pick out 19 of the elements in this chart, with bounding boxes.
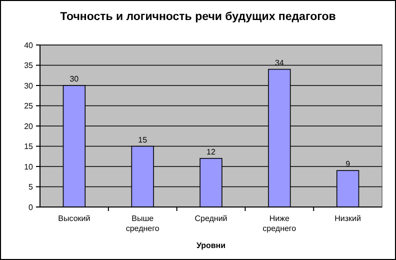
data-label: 12 <box>206 147 216 156</box>
x-tick-label: Выше среднего <box>126 214 160 233</box>
y-tick-label: 0 <box>28 202 34 212</box>
x-tick-label: Высокий <box>58 214 90 223</box>
chart-title: Точность и логичность речи будущих педагогов <box>60 11 336 23</box>
x-tick-label: Ниже среднего <box>262 214 297 233</box>
data-label: 30 <box>70 74 80 84</box>
y-tick-label: 10 <box>24 162 34 172</box>
y-tick-label: 5 <box>28 182 34 192</box>
y-tick-label: 35 <box>24 61 34 70</box>
y-tick-label: 40 <box>24 40 34 50</box>
y-tick-label: 15 <box>24 142 34 152</box>
x-axis-title: Уровни <box>196 241 226 250</box>
y-tick-label: 20 <box>24 122 34 131</box>
y-tick-label: 30 <box>24 81 34 90</box>
x-tick-label: Низкий <box>334 214 361 223</box>
data-label: 15 <box>138 135 148 144</box>
y-tick-label: 25 <box>24 102 34 111</box>
x-tick-label: Средний <box>194 214 228 223</box>
